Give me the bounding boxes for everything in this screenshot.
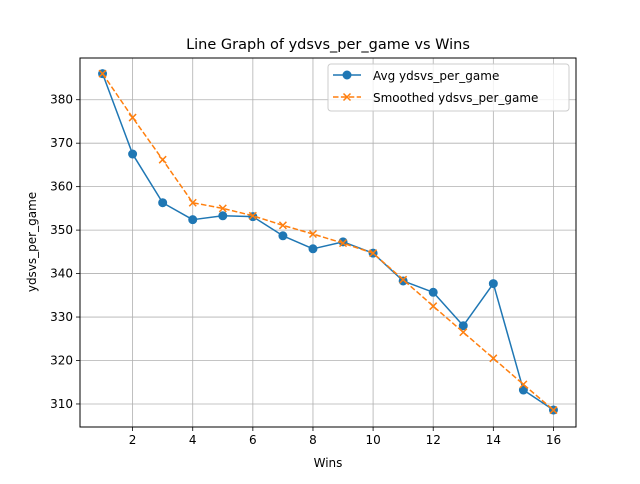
- data-point: [218, 204, 227, 213]
- x-tick-label: 8: [309, 433, 317, 447]
- y-tick-label: 380: [50, 93, 73, 107]
- y-tick-label: 350: [50, 223, 73, 237]
- data-point: [98, 69, 107, 78]
- series-1: [98, 69, 558, 415]
- data-point: [188, 215, 198, 225]
- series-line: [101, 73, 554, 411]
- legend-marker-0: [342, 70, 352, 80]
- legend-marker-1: [342, 92, 352, 102]
- data-point: [429, 302, 438, 311]
- series-0: [98, 69, 558, 415]
- data-point: [128, 149, 138, 159]
- data-point: [308, 244, 318, 254]
- plot-frame: [79, 57, 577, 428]
- data-point: [458, 321, 468, 331]
- y-tick-label: 340: [50, 267, 73, 281]
- y-tick-label: 360: [50, 180, 73, 194]
- data-point: [188, 198, 197, 207]
- x-tick-label: 2: [129, 433, 137, 447]
- series-line: [101, 73, 554, 411]
- x-tick-label: 12: [426, 433, 441, 447]
- legend-label-avg: Avg ydsvs_per_game: [373, 69, 499, 83]
- data-point: [308, 229, 318, 239]
- data-point: [369, 249, 378, 258]
- y-tick-label: 310: [50, 397, 73, 411]
- data-point: [218, 211, 228, 221]
- data-point: [489, 354, 498, 363]
- data-point: [158, 198, 168, 208]
- legend-markers: [333, 70, 361, 102]
- legend: Avg ydsvs_per_game Smoothed ydsvs_per_ga…: [327, 63, 570, 112]
- data-point: [278, 231, 288, 241]
- data-point: [248, 211, 257, 220]
- data-point: [128, 113, 137, 122]
- y-tick-label: 370: [50, 136, 73, 150]
- chart-title: Line Graph of ydsvs_per_game vs Wins: [186, 37, 470, 53]
- y-tick-label: 320: [50, 354, 73, 368]
- legend-label-smoothed: Smoothed ydsvs_per_game: [373, 91, 538, 105]
- data-point: [278, 221, 287, 230]
- data-point: [519, 380, 528, 389]
- x-tick-label: 10: [365, 433, 380, 447]
- data-point: [518, 385, 528, 395]
- data-point: [428, 287, 438, 297]
- x-tick-label: 6: [249, 433, 257, 447]
- data-point: [459, 328, 468, 337]
- x-axis-label: Wins: [314, 456, 343, 470]
- x-tick-label: 14: [486, 433, 501, 447]
- data-point: [398, 276, 408, 286]
- series-group: [98, 69, 558, 415]
- data-point: [549, 406, 558, 415]
- data-point: [338, 239, 348, 248]
- x-tick-label: 16: [546, 433, 561, 447]
- y-tick-label: 330: [50, 310, 73, 324]
- data-point: [158, 155, 167, 164]
- data-point: [488, 279, 498, 289]
- x-tick-label: 4: [189, 433, 197, 447]
- legend-box: [327, 63, 570, 112]
- data-point: [399, 275, 408, 284]
- axis-ticks: 2 4 6 8 10 12 14 16 310 320 330 340 350 360 370 380: [50, 93, 561, 447]
- grid: [80, 58, 576, 427]
- y-axis-label: ydsvs_per_game: [25, 192, 39, 292]
